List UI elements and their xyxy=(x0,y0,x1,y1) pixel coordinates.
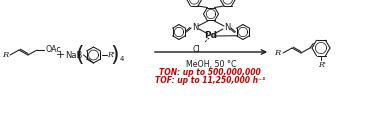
Text: NaB: NaB xyxy=(65,51,82,60)
Text: R: R xyxy=(274,49,280,57)
Text: (: ( xyxy=(75,45,84,65)
Text: R': R' xyxy=(107,51,115,59)
Text: TOF: up to 11,250,000 h⁻¹: TOF: up to 11,250,000 h⁻¹ xyxy=(155,76,265,85)
Text: TON: up to 500,000,000: TON: up to 500,000,000 xyxy=(159,68,261,77)
Text: R': R' xyxy=(318,61,326,69)
Text: OAc: OAc xyxy=(45,45,60,54)
Text: N: N xyxy=(192,24,198,33)
Text: MeOH, 50 °C: MeOH, 50 °C xyxy=(186,60,236,69)
Text: Pd: Pd xyxy=(204,31,217,41)
Text: N: N xyxy=(224,24,230,33)
Text: ): ) xyxy=(110,45,119,65)
Text: +: + xyxy=(55,50,65,60)
Text: 4: 4 xyxy=(119,56,124,62)
Text: R: R xyxy=(2,51,8,59)
Text: Cl: Cl xyxy=(192,45,200,54)
